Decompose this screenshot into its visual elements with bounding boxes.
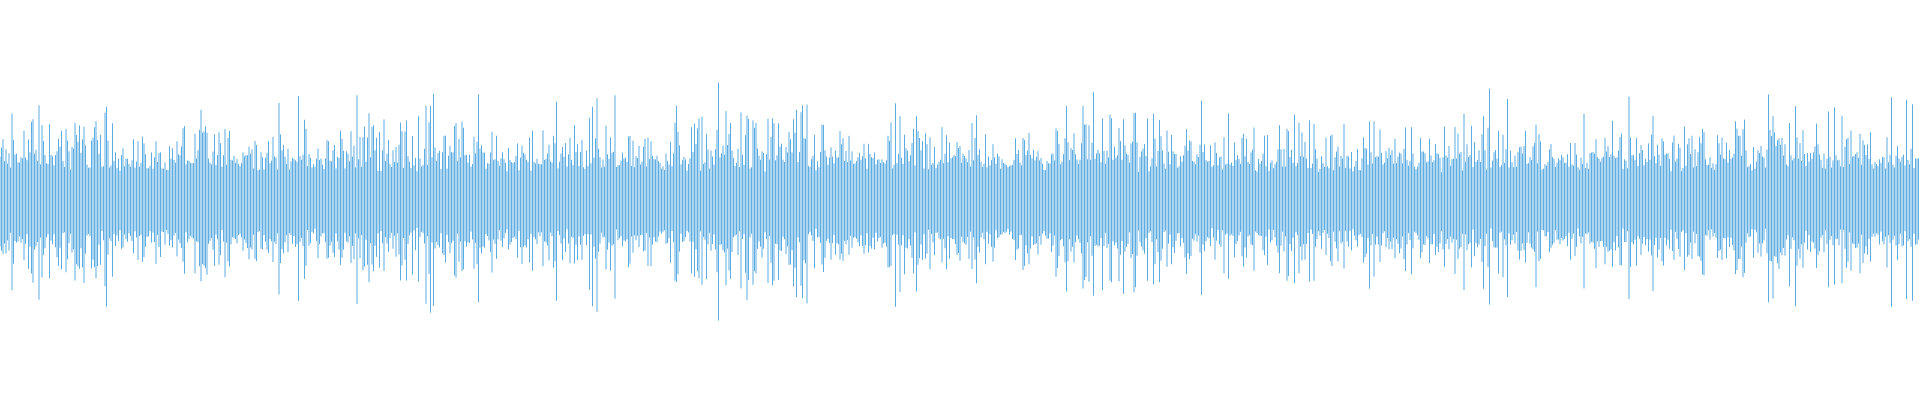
waveform-bars	[0, 82, 1919, 321]
